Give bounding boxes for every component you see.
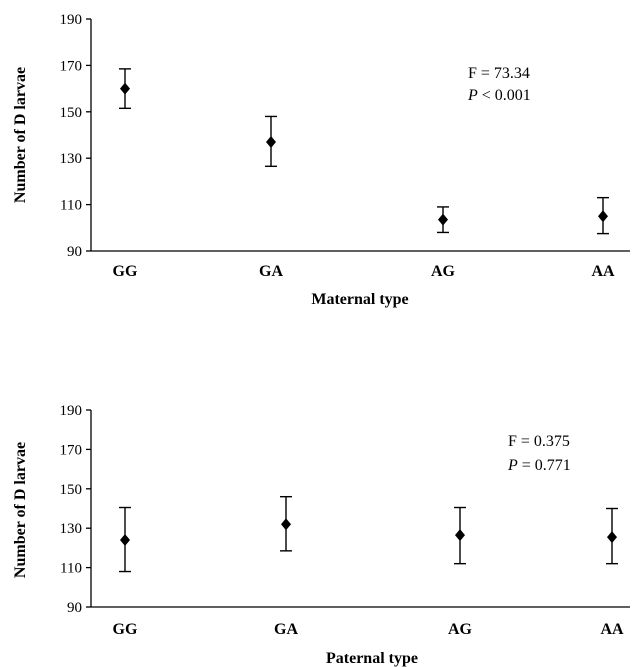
maternal-y-tick-label: 190 — [60, 12, 83, 28]
paternal-y-tick-label: 190 — [60, 403, 83, 419]
maternal-data-point — [598, 210, 608, 223]
paternal-data-point — [455, 529, 465, 542]
maternal-data-point — [120, 82, 130, 95]
maternal-x-tick-label: GA — [259, 263, 283, 280]
maternal-y-tick-label: 110 — [60, 198, 82, 214]
paternal-x-tick-label: GA — [274, 621, 298, 638]
paternal-points — [119, 495, 618, 573]
paternal-y-tick-label: 150 — [60, 482, 83, 498]
maternal-y-tick-label: 90 — [67, 244, 82, 260]
paternal-y-tick-label: 110 — [60, 561, 82, 577]
maternal-data-point — [266, 135, 276, 148]
paternal-f-statistic: F = 0.375 — [508, 433, 570, 450]
paternal-p-symbol: P — [507, 457, 518, 474]
maternal-y-tick-label: 130 — [60, 151, 83, 167]
paternal-data-point — [607, 531, 617, 544]
maternal-points — [119, 68, 609, 235]
maternal-y-axis-label: Number of D larvae — [12, 67, 29, 203]
maternal-x-tick-label: AG — [431, 263, 456, 280]
maternal-f-statistic: F = 73.34 — [468, 65, 530, 82]
maternal-y-ticks: 90 110 130 150 170 190 — [60, 12, 91, 260]
maternal-p-text: < 0.001 — [478, 87, 531, 104]
maternal-y-tick-label: 170 — [60, 58, 83, 74]
paternal-y-tick-label: 130 — [60, 521, 83, 537]
paternal-x-ticks: GG GA AG AA — [113, 621, 624, 638]
paternal-x-tick-label: AA — [600, 621, 624, 638]
paternal-panel: 90 110 130 150 170 190 GG GA AG AA Number of D l… — [12, 403, 630, 667]
maternal-x-tick-label: AA — [591, 263, 615, 280]
maternal-x-axis-label: Maternal type — [311, 291, 408, 308]
paternal-x-tick-label: GG — [113, 621, 138, 638]
maternal-x-tick-label: GG — [113, 263, 138, 280]
paternal-y-tick-label: 90 — [67, 600, 82, 616]
maternal-data-point — [438, 213, 448, 226]
paternal-x-tick-label: AG — [448, 621, 473, 638]
maternal-x-ticks: GG GA AG AA — [113, 263, 615, 280]
paternal-x-axis-label: Paternal type — [326, 650, 418, 667]
paternal-p-text: = 0.771 — [518, 457, 571, 474]
paternal-data-point — [281, 518, 291, 531]
paternal-y-tick-label: 170 — [60, 442, 83, 458]
maternal-p-symbol: P — [467, 87, 478, 104]
paternal-y-axis-label: Number of D larvae — [12, 442, 29, 578]
maternal-y-tick-label: 150 — [60, 105, 83, 121]
paternal-data-point — [120, 534, 130, 547]
paternal-y-ticks: 90 110 130 150 170 190 — [60, 403, 91, 616]
maternal-p-value: P < 0.001 — [467, 87, 531, 104]
paternal-p-value: P = 0.771 — [507, 457, 571, 474]
maternal-panel: 90 110 130 150 170 190 GG GA AG AA Number of D l… — [12, 12, 630, 308]
